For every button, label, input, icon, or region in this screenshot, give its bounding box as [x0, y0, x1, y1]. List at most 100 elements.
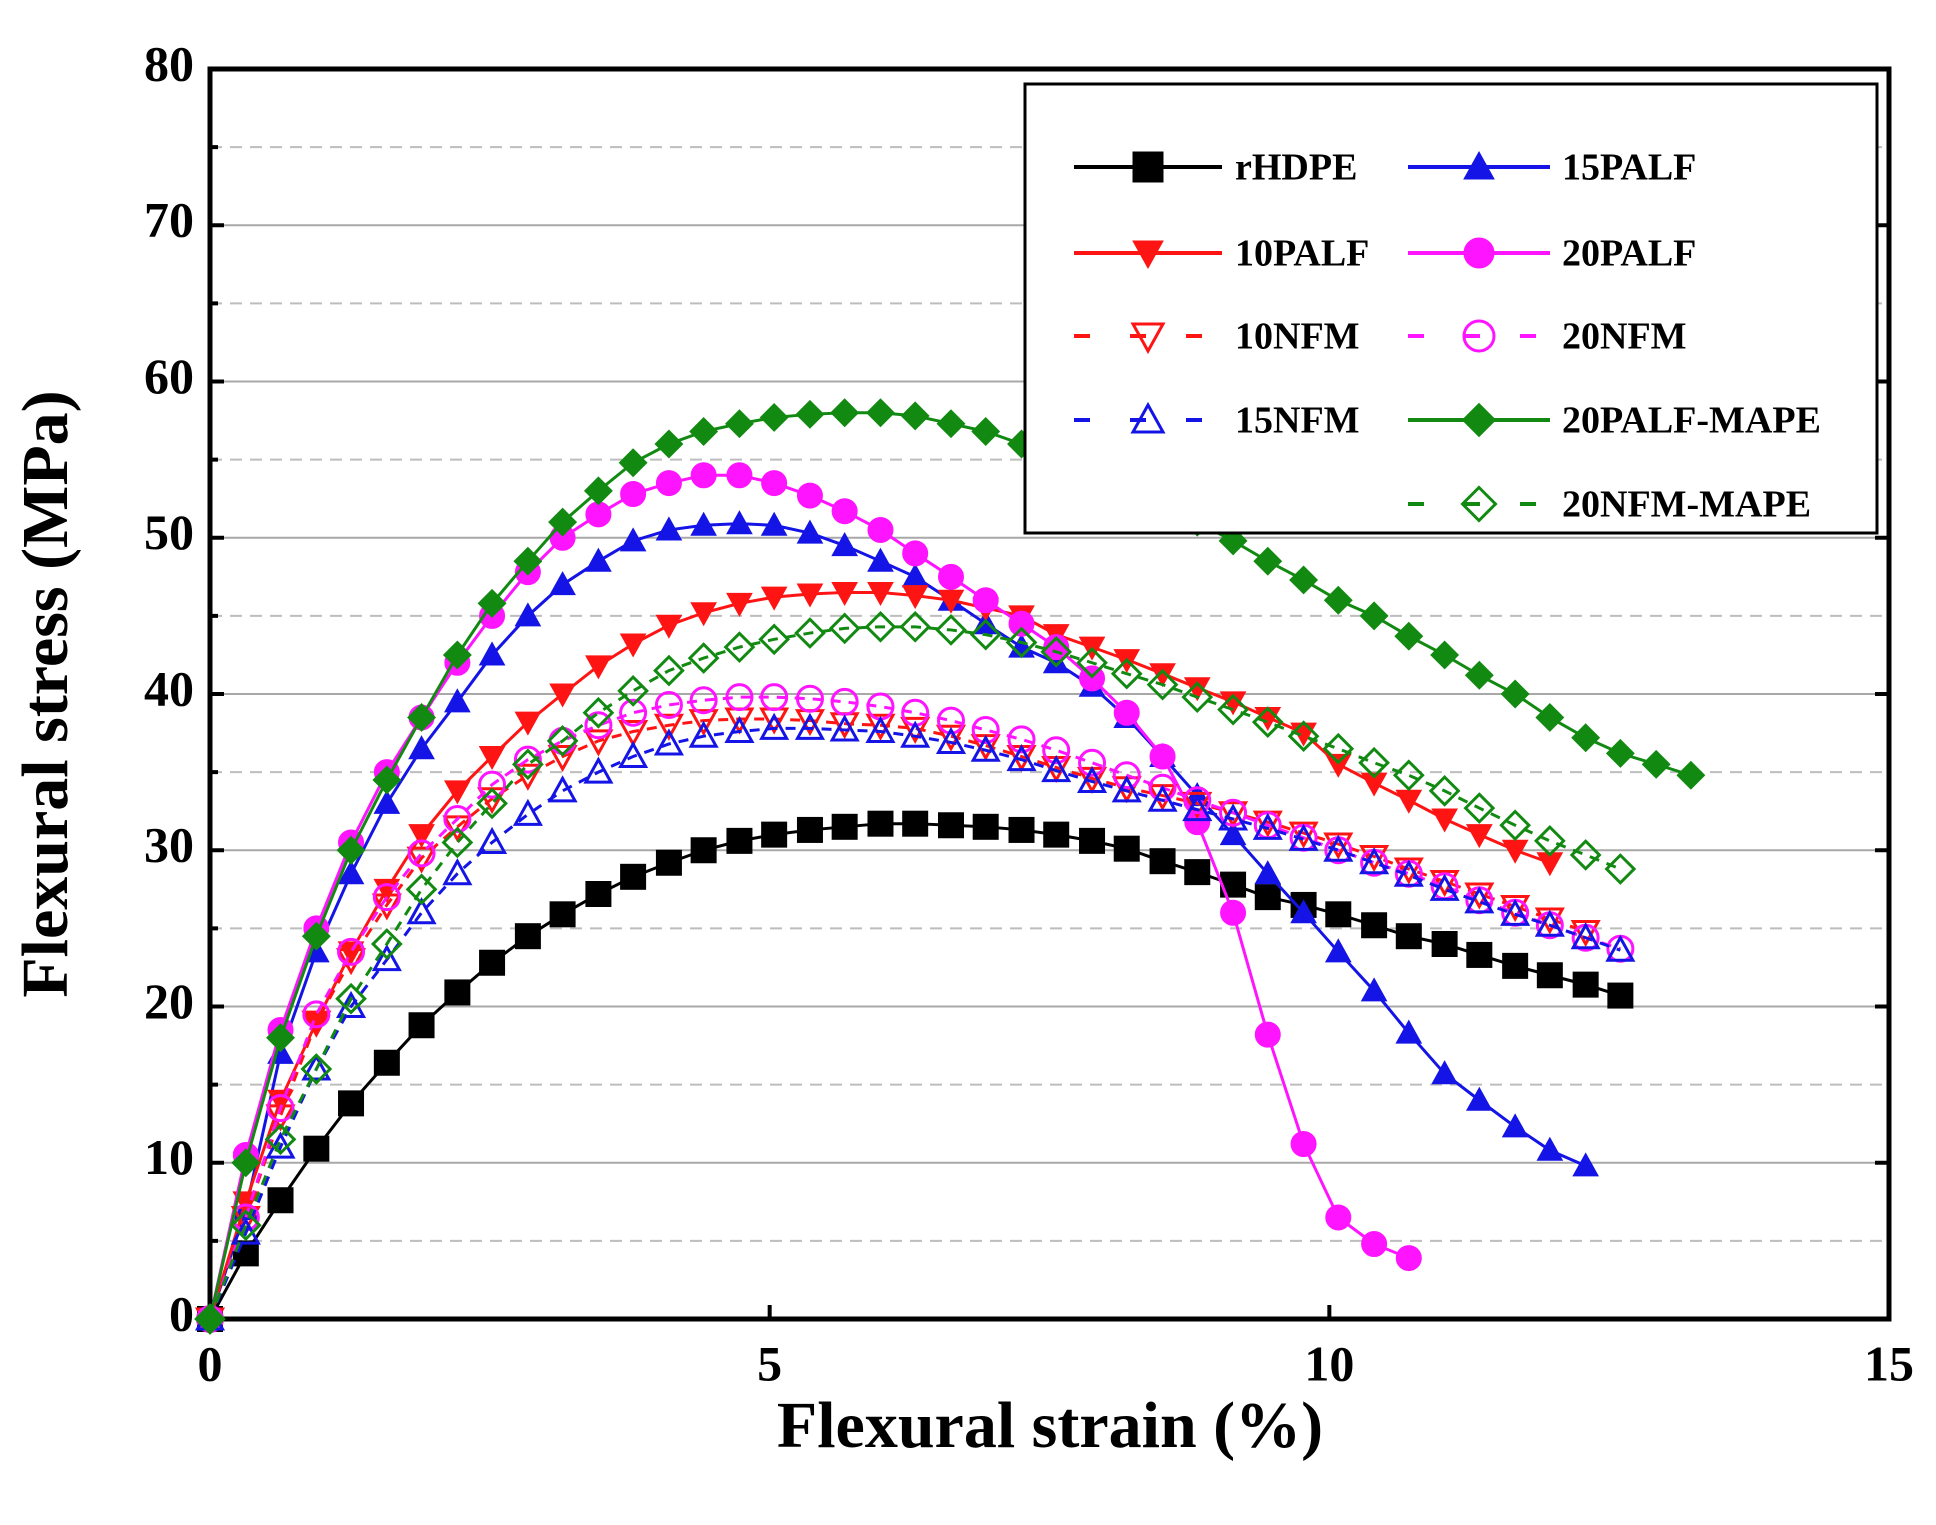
marker — [373, 1049, 400, 1076]
marker — [408, 1012, 435, 1039]
marker — [1430, 640, 1460, 670]
marker — [794, 617, 826, 649]
marker — [373, 789, 401, 814]
marker — [1572, 1152, 1600, 1177]
marker — [1323, 585, 1353, 615]
legend-label: 15NFM — [1235, 400, 1360, 442]
marker — [795, 399, 825, 429]
marker — [300, 1053, 333, 1085]
marker — [1501, 839, 1529, 864]
marker — [831, 581, 859, 606]
y-tick-label: 70 — [144, 192, 194, 248]
marker — [1536, 962, 1563, 989]
marker — [1461, 402, 1497, 438]
legend-label: 10PALF — [1235, 233, 1369, 275]
marker — [902, 540, 929, 567]
marker — [1465, 1086, 1493, 1111]
marker — [1393, 859, 1424, 887]
marker — [336, 835, 366, 865]
marker — [1182, 794, 1213, 822]
marker — [760, 683, 789, 712]
marker — [1041, 754, 1072, 783]
marker — [408, 824, 435, 849]
marker — [796, 482, 823, 509]
marker — [617, 675, 649, 707]
marker — [583, 756, 614, 784]
marker — [1290, 899, 1317, 924]
marker — [372, 883, 401, 912]
marker — [266, 1094, 295, 1123]
marker — [969, 618, 1002, 651]
marker — [867, 810, 894, 837]
marker — [1184, 859, 1211, 886]
marker — [194, 1303, 226, 1335]
marker — [1431, 931, 1458, 957]
marker — [1534, 909, 1565, 937]
marker — [758, 623, 791, 656]
y-tick-label: 60 — [144, 348, 194, 404]
marker — [653, 654, 685, 687]
marker — [831, 532, 859, 557]
y-tick-label: 80 — [144, 35, 194, 91]
marker — [1113, 835, 1140, 862]
marker — [1499, 809, 1532, 842]
series-line — [208, 726, 1621, 1320]
marker — [1676, 760, 1706, 790]
marker — [442, 640, 472, 670]
marker — [653, 713, 684, 741]
marker — [1395, 1245, 1422, 1272]
marker — [407, 702, 437, 732]
marker — [338, 1090, 365, 1117]
marker — [619, 633, 647, 658]
marker — [936, 706, 965, 735]
marker — [303, 1135, 330, 1162]
marker — [796, 816, 823, 843]
marker — [478, 746, 506, 771]
marker — [831, 813, 858, 840]
marker — [690, 462, 717, 489]
marker — [830, 687, 859, 716]
marker — [1040, 635, 1073, 668]
marker — [1500, 679, 1530, 709]
marker — [231, 1148, 261, 1178]
marker — [1395, 1019, 1423, 1044]
marker — [1218, 801, 1249, 829]
y-tick-label: 0 — [169, 1285, 194, 1341]
marker — [935, 614, 967, 646]
marker — [1253, 546, 1283, 576]
marker — [899, 610, 932, 643]
marker — [1042, 649, 1070, 674]
marker — [444, 979, 471, 1006]
marker — [1361, 1231, 1388, 1257]
y-tick-label: 40 — [144, 660, 194, 716]
marker — [1360, 977, 1388, 1002]
marker — [549, 901, 576, 928]
marker — [513, 546, 543, 576]
marker — [618, 720, 649, 748]
y-tick-label: 20 — [144, 973, 194, 1029]
marker — [1463, 237, 1495, 269]
marker — [724, 409, 754, 439]
marker — [1569, 839, 1602, 871]
marker — [1360, 772, 1388, 797]
marker — [585, 881, 612, 907]
marker — [689, 417, 719, 446]
marker — [1182, 791, 1213, 819]
marker — [654, 429, 684, 459]
marker — [726, 510, 753, 535]
marker — [902, 810, 929, 837]
marker — [478, 770, 507, 799]
marker — [1146, 668, 1179, 701]
marker — [549, 571, 576, 596]
marker — [1076, 646, 1108, 679]
marker — [1079, 827, 1106, 854]
marker — [1219, 821, 1247, 846]
legend-box — [1023, 82, 1879, 535]
marker — [476, 787, 508, 820]
marker — [867, 516, 894, 543]
marker — [831, 498, 858, 525]
marker — [514, 602, 542, 627]
marker — [901, 563, 929, 588]
marker — [901, 585, 929, 610]
marker — [1535, 702, 1565, 732]
